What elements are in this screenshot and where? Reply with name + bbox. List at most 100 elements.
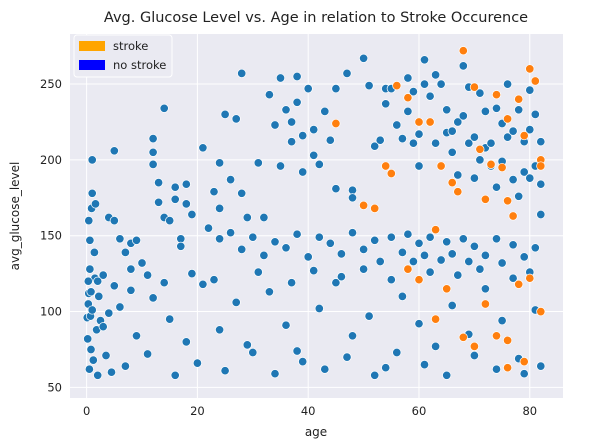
data-point-no-stroke [359, 53, 369, 63]
data-point-no-stroke [85, 264, 95, 274]
data-point-no-stroke [359, 244, 369, 254]
data-point-no-stroke [403, 229, 413, 239]
legend-label-no-stroke: no stroke [113, 58, 166, 72]
data-point-no-stroke [281, 243, 291, 253]
data-point-no-stroke [292, 229, 302, 239]
data-point-no-stroke [503, 132, 513, 142]
legend-label-stroke: stroke [113, 39, 148, 53]
data-point-stroke [442, 284, 452, 294]
data-point-no-stroke [120, 361, 130, 371]
data-point-no-stroke [453, 170, 463, 180]
data-point-no-stroke [419, 79, 430, 89]
data-point-no-stroke [292, 97, 302, 107]
data-point-stroke [508, 211, 518, 221]
data-point-no-stroke [87, 188, 97, 198]
data-point-no-stroke [170, 194, 180, 204]
data-point-no-stroke [386, 232, 396, 242]
data-point-stroke [414, 117, 424, 127]
data-point-no-stroke [309, 150, 319, 160]
data-point-no-stroke [408, 87, 418, 97]
data-point-no-stroke [458, 61, 468, 71]
data-point-no-stroke [525, 173, 535, 183]
data-point-no-stroke [131, 331, 142, 341]
data-point-no-stroke [491, 364, 502, 374]
data-point-no-stroke [115, 302, 125, 312]
data-point-no-stroke [226, 175, 236, 185]
data-point-no-stroke [453, 270, 463, 280]
data-point-no-stroke [298, 357, 308, 367]
data-point-no-stroke [170, 370, 180, 380]
data-point-no-stroke [464, 256, 474, 267]
data-point-no-stroke [98, 270, 108, 280]
y-tick-label: 150 [40, 229, 62, 243]
data-point-stroke [503, 196, 513, 206]
data-point-no-stroke [187, 269, 197, 279]
data-point-no-stroke [270, 369, 280, 379]
data-point-no-stroke [131, 235, 142, 245]
x-tick-label: 80 [522, 404, 537, 418]
data-point-no-stroke [425, 91, 435, 101]
data-point-stroke [503, 335, 513, 345]
data-point-no-stroke [226, 228, 236, 238]
data-point-stroke [359, 200, 369, 210]
data-point-no-stroke [414, 319, 424, 329]
data-point-no-stroke [237, 68, 247, 78]
data-point-no-stroke [264, 287, 274, 297]
data-point-stroke [458, 332, 468, 342]
data-point-stroke [480, 194, 490, 204]
data-point-no-stroke [187, 209, 197, 220]
data-point-no-stroke [115, 234, 125, 244]
data-point-no-stroke [431, 138, 441, 148]
data-point-no-stroke [397, 247, 407, 257]
data-point-no-stroke [480, 250, 490, 260]
data-point-stroke [403, 264, 413, 274]
data-point-stroke [503, 363, 513, 373]
data-point-no-stroke [176, 241, 186, 251]
data-point-no-stroke [419, 55, 430, 65]
data-point-no-stroke [220, 109, 230, 119]
data-point-no-stroke [176, 234, 186, 244]
data-point-no-stroke [148, 293, 158, 303]
data-point-no-stroke [192, 358, 202, 368]
data-point-no-stroke [292, 346, 302, 356]
data-point-no-stroke [325, 135, 335, 145]
data-point-no-stroke [137, 258, 147, 268]
data-point-no-stroke [292, 71, 302, 82]
data-point-no-stroke [503, 79, 513, 89]
data-point-no-stroke [314, 303, 324, 314]
data-point-no-stroke [442, 370, 452, 380]
data-point-no-stroke [242, 212, 252, 223]
data-point-no-stroke [519, 369, 529, 379]
data-point-stroke [536, 307, 546, 317]
data-point-no-stroke [86, 287, 96, 297]
data-point-no-stroke [331, 278, 341, 288]
x-tick-label: 40 [301, 404, 316, 418]
x-axis-label: age [305, 425, 327, 439]
data-point-no-stroke [165, 314, 175, 324]
data-point-no-stroke [215, 234, 225, 244]
data-point-no-stroke [414, 238, 424, 248]
data-point-no-stroke [120, 247, 130, 257]
data-point-no-stroke [370, 141, 380, 151]
data-point-stroke [475, 144, 485, 154]
x-tick-label: 0 [83, 404, 90, 418]
data-point-no-stroke [453, 117, 463, 127]
data-point-no-stroke [375, 256, 385, 267]
data-point-no-stroke [170, 182, 180, 192]
data-point-no-stroke [275, 73, 286, 83]
data-point-no-stroke [480, 106, 490, 116]
data-point-no-stroke [419, 250, 430, 260]
data-point-no-stroke [287, 278, 297, 288]
data-point-no-stroke [408, 256, 418, 267]
data-point-stroke [514, 94, 524, 104]
data-point-no-stroke [237, 244, 247, 254]
data-point-stroke [414, 275, 424, 285]
data-point-no-stroke [342, 68, 352, 78]
data-point-no-stroke [154, 197, 164, 207]
y-tick-labels: 50 100 150 200 250 [40, 77, 62, 394]
data-point-stroke [458, 46, 468, 56]
data-point-stroke [486, 159, 496, 169]
y-tick-label: 50 [47, 380, 62, 394]
data-point-no-stroke [325, 238, 335, 248]
data-point-no-stroke [342, 352, 352, 362]
